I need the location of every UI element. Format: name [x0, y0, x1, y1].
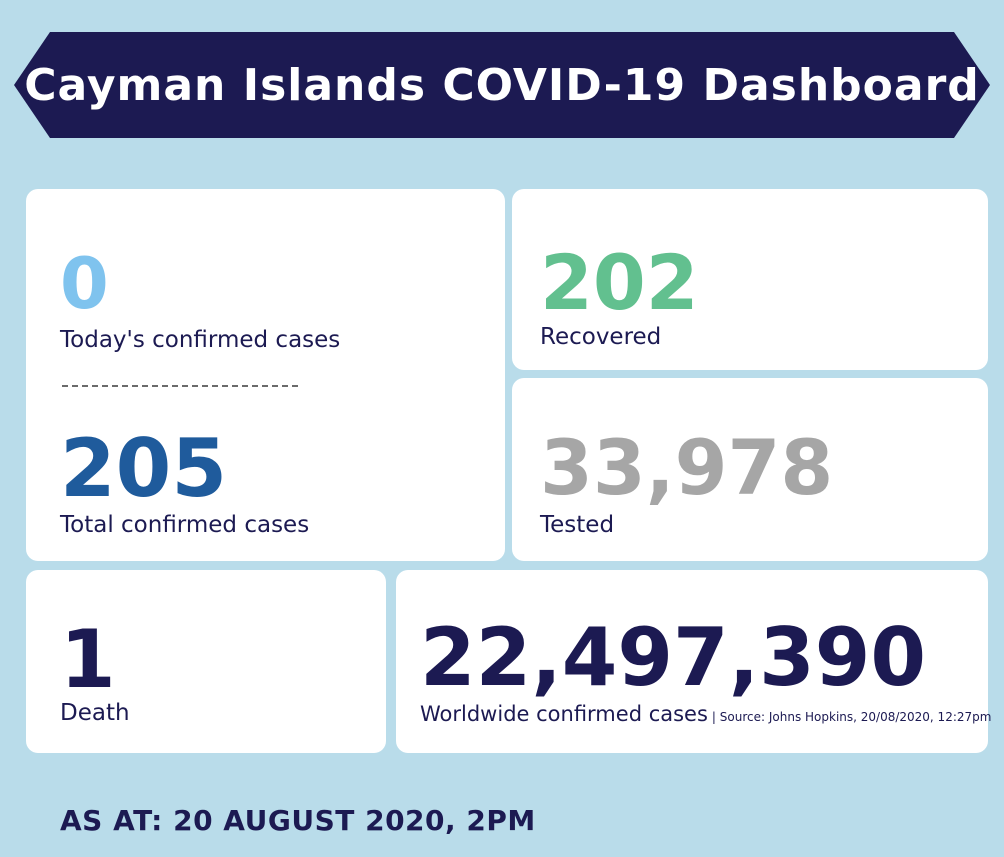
death-label: Death: [60, 700, 130, 726]
title-banner: Cayman Islands COVID-19 Dashboard: [0, 0, 1004, 160]
recovered-label: Recovered: [540, 324, 662, 350]
worldwide-card: 22,497,390 Worldwide confirmed cases | So…: [396, 570, 991, 753]
recovered-card: 202 Recovered: [512, 189, 988, 370]
cases-divider: [62, 385, 298, 387]
tested-value: 33,978: [540, 423, 834, 512]
tested-card: 33,978 Tested: [512, 378, 988, 561]
worldwide-source-note: | Source: Johns Hopkins, 20/08/2020, 12:…: [711, 710, 992, 724]
today-cases-label: Today's confirmed cases: [60, 327, 341, 353]
worldwide-label-row: Worldwide confirmed cases | Source: Johns…: [420, 702, 991, 726]
page-title: Cayman Islands COVID-19 Dashboard: [24, 60, 980, 111]
cases-card: 0 Today's confirmed cases 205 Total conf…: [26, 189, 505, 561]
tested-label: Tested: [540, 512, 615, 538]
death-card: 1 Death: [26, 570, 386, 753]
total-cases-value: 205: [60, 422, 227, 515]
total-cases-label: Total confirmed cases: [60, 512, 310, 538]
as-at-date: AS AT: 20 AUGUST 2020, 2PM: [60, 804, 536, 837]
worldwide-value: 22,497,390: [420, 611, 927, 704]
today-cases-value: 0: [60, 243, 109, 325]
death-value: 1: [60, 613, 116, 706]
recovered-value: 202: [540, 238, 699, 327]
worldwide-label: Worldwide confirmed cases: [420, 702, 708, 726]
banner-ribbon-shape: [14, 32, 990, 138]
